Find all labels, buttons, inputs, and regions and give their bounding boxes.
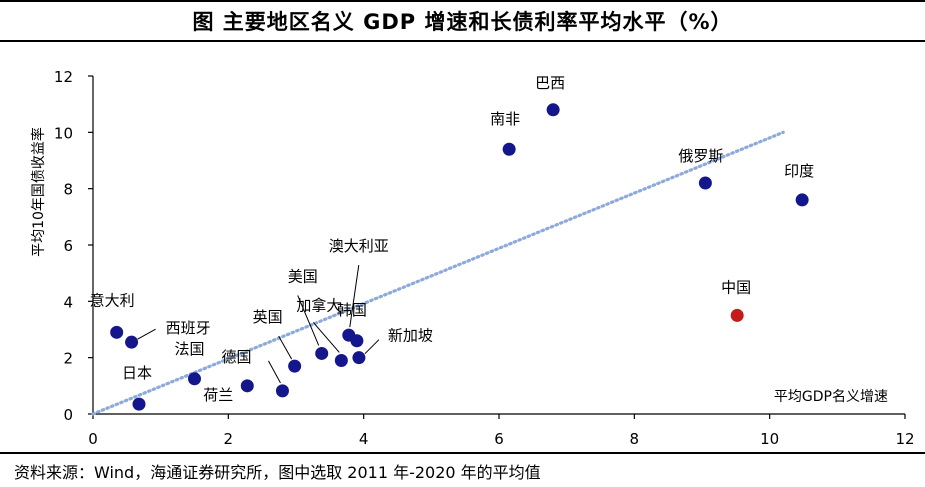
leader-line xyxy=(349,265,360,328)
y-axis-title: 平均10年国债收益率 xyxy=(30,127,47,257)
x-tick-label: 8 xyxy=(630,430,640,448)
point-label: 中国 xyxy=(721,278,751,296)
y-ticks: 0 2 4 6 8 10 12 xyxy=(54,68,93,424)
chart-title-bar: 图 主要地区名义 GDP 增速和长债利率平均水平（%） xyxy=(0,0,925,42)
data-point xyxy=(730,308,744,322)
data-point xyxy=(502,142,516,156)
x-tick-label: 10 xyxy=(760,430,779,448)
x-tick-label: 2 xyxy=(224,430,234,448)
point-label: 荷兰 xyxy=(203,386,233,404)
leader-line xyxy=(268,360,281,384)
point-label: 印度 xyxy=(784,162,814,180)
point-label: 意大利 xyxy=(90,291,135,309)
point-label: 英国 xyxy=(253,308,283,326)
point-label: 法国 xyxy=(175,340,205,358)
x-tick-label: 0 xyxy=(88,430,98,448)
chart-title: 图 主要地区名义 GDP 增速和长债利率平均水平（%） xyxy=(192,10,733,34)
point-label: 韩国 xyxy=(337,301,367,319)
x-tick-label: 4 xyxy=(359,430,369,448)
leader-line xyxy=(312,322,340,353)
y-tick-label: 4 xyxy=(63,293,73,311)
point-label: 俄罗斯 xyxy=(678,147,723,165)
leader-line xyxy=(278,335,293,360)
point-label: 加拿大 xyxy=(296,296,341,314)
point-label: 巴西 xyxy=(535,74,565,92)
data-point xyxy=(125,335,139,349)
data-point xyxy=(188,372,201,386)
point-label: 西班牙 xyxy=(166,319,211,337)
data-point xyxy=(352,351,366,365)
data-point xyxy=(315,346,329,360)
data-points xyxy=(110,103,809,411)
data-point xyxy=(350,334,364,348)
source-footer: 资料来源：Wind，海通证券研究所，图中选取 2011 年-2020 年的平均值 xyxy=(0,452,925,487)
point-label: 新加坡 xyxy=(388,327,433,345)
data-point xyxy=(546,103,560,117)
data-point xyxy=(240,379,254,393)
data-point xyxy=(698,176,712,190)
data-point xyxy=(132,397,146,411)
point-label: 美国 xyxy=(288,267,318,285)
data-point xyxy=(795,193,809,207)
data-point xyxy=(288,359,302,373)
y-tick-label: 6 xyxy=(63,237,73,255)
y-tick-label: 10 xyxy=(54,124,73,142)
y-tick-label: 2 xyxy=(63,350,73,368)
y-tick-label: 0 xyxy=(63,406,73,424)
leader-lines xyxy=(137,265,380,384)
x-tick-label: 12 xyxy=(895,430,914,448)
point-label: 德国 xyxy=(221,348,251,366)
leader-line xyxy=(137,328,156,340)
leader-line xyxy=(364,339,380,355)
point-label: 南非 xyxy=(490,110,520,128)
x-tick-label: 6 xyxy=(494,430,504,448)
data-point xyxy=(110,325,124,339)
y-tick-label: 12 xyxy=(54,68,73,86)
x-ticks: 0 2 4 6 8 10 12 xyxy=(88,414,915,448)
source-note: 资料来源：Wind，海通证券研究所，图中选取 2011 年-2020 年的平均值 xyxy=(14,463,541,482)
leader-line xyxy=(297,295,320,346)
point-label: 日本 xyxy=(122,364,152,382)
trendline xyxy=(91,130,785,416)
data-point xyxy=(275,384,289,398)
axes: 0 2 4 6 8 10 12 0 2 4 6 8 10 12 xyxy=(54,68,915,448)
y-tick-label: 8 xyxy=(63,181,73,199)
x-axis-title: 平均GDP名义增速 xyxy=(774,389,888,405)
data-point xyxy=(334,353,348,367)
point-label: 澳大利亚 xyxy=(329,237,389,255)
